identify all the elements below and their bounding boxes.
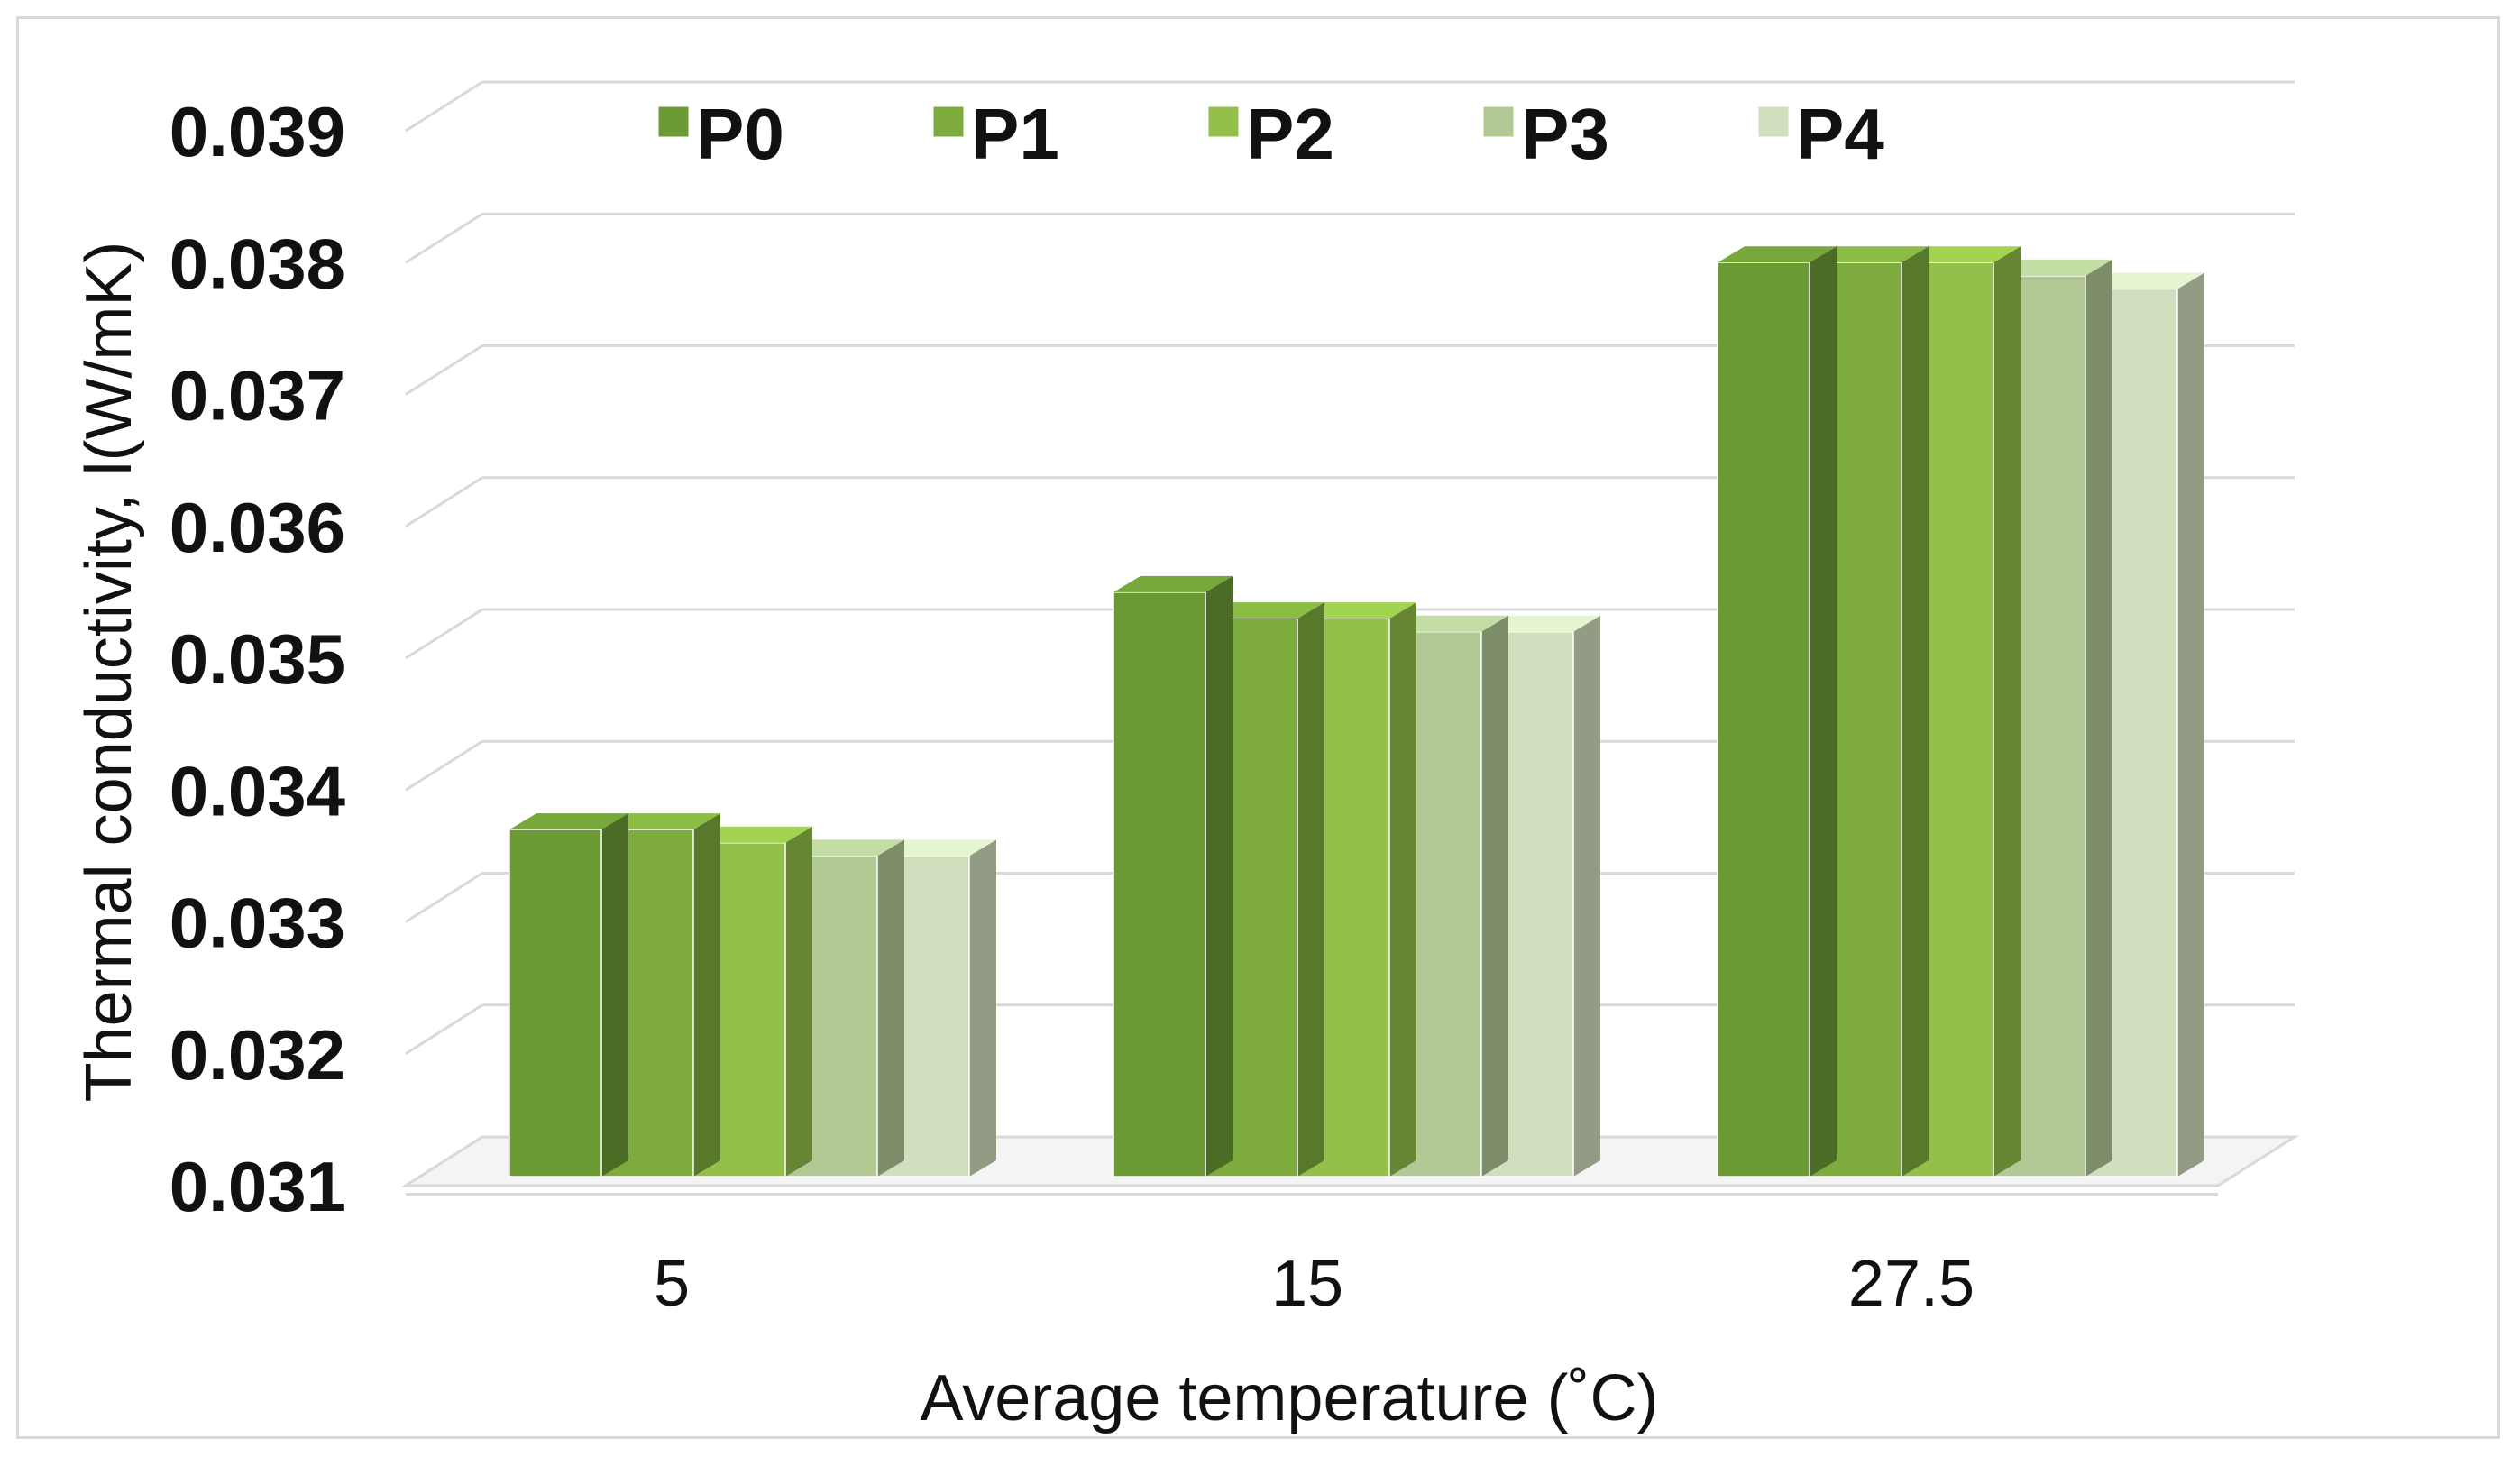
y-tick-label: 0.031 [170, 1147, 345, 1226]
legend-item-P4: P4 [1757, 94, 1884, 174]
bar-top-P4-5 [877, 839, 996, 857]
bar-top-P2-5 [693, 826, 812, 843]
bar-top-P1-5 [601, 813, 720, 830]
y-tick-label: 0.034 [170, 751, 345, 830]
bar-side-P3-5 [877, 839, 904, 1177]
bar-P0-15 [1113, 591, 1206, 1178]
bar-top-P3-27.5 [1993, 259, 2112, 276]
gridline-side [405, 1003, 483, 1056]
bar-top-P0-27.5 [1718, 246, 1837, 263]
bar-top-P1-15 [1205, 602, 1324, 619]
bar-top-P2-27.5 [1901, 246, 2021, 263]
bar-top-P4-15 [1481, 615, 1600, 632]
bar-top-P3-5 [785, 839, 904, 857]
bars [509, 246, 2204, 1178]
legend-label-P1: P1 [971, 94, 1059, 174]
y-tick-label: 0.032 [170, 1015, 345, 1095]
gridline-side [405, 608, 483, 660]
bar-side-P1-15 [1297, 602, 1324, 1177]
gridline-side [405, 739, 483, 792]
bar-side-P2-5 [785, 826, 812, 1177]
bar-side-P2-27.5 [1993, 246, 2021, 1177]
y-tick-label: 0.033 [170, 884, 345, 963]
x-axis-ticks: 5 15 27.5 [654, 1248, 1975, 1320]
bar-top-P2-15 [1297, 602, 1416, 619]
y-tick-label: 0.039 [170, 92, 345, 171]
x-tick-label: 15 [1271, 1248, 1343, 1320]
legend-item-P2: P2 [1207, 94, 1334, 174]
y-tick-label: 0.038 [170, 224, 345, 303]
bar-side-P0-5 [601, 813, 628, 1177]
y-axis-ticks: 0.031 0.032 0.033 0.034 0.035 0.036 0.037 0.038… [170, 92, 345, 1226]
bar-side-P3-27.5 [2085, 259, 2112, 1177]
y-tick-label: 0.037 [170, 356, 345, 435]
bar-side-P3-15 [1481, 615, 1508, 1177]
gridline-side [405, 344, 483, 396]
legend-label-P4: P4 [1796, 94, 1884, 174]
bar-top-P4-27.5 [2085, 272, 2204, 289]
legend-item-P1: P1 [932, 94, 1059, 174]
legend-swatch-P1 [932, 105, 965, 138]
gridline-side [405, 476, 483, 528]
bar-top-P0-15 [1113, 575, 1233, 592]
bar-side-P4-15 [1573, 615, 1600, 1177]
legend-item-P3: P3 [1482, 94, 1609, 174]
legend-item-P0: P0 [657, 94, 784, 174]
x-axis-title: Average temperature (˚C) [921, 1362, 1659, 1434]
bar-side-P1-27.5 [1901, 246, 1929, 1177]
bar-side-P4-5 [969, 839, 996, 1177]
bar-top-P3-15 [1389, 615, 1508, 632]
gridline-side [405, 80, 483, 133]
legend: P0 P1 P2 P3 P4 [657, 94, 1884, 174]
y-tick-label: 0.035 [170, 619, 345, 699]
y-tick-label: 0.036 [170, 488, 345, 567]
legend-swatch-P2 [1207, 105, 1240, 138]
bar-side-P4-27.5 [2177, 272, 2204, 1177]
bar-side-P1-5 [693, 813, 720, 1177]
legend-swatch-P3 [1482, 105, 1515, 138]
legend-label-P2: P2 [1246, 94, 1334, 174]
bar-P0-27.5 [1717, 261, 1810, 1178]
bar-P0-5 [509, 829, 602, 1178]
gridline-side [405, 212, 483, 264]
bar-top-P1-27.5 [1810, 246, 1929, 263]
gridline-side [405, 872, 483, 923]
bar-side-P0-27.5 [1810, 246, 1837, 1177]
x-tick-label: 27.5 [1848, 1248, 1975, 1320]
legend-swatch-P0 [657, 105, 690, 138]
legend-label-P3: P3 [1521, 94, 1609, 174]
legend-label-P0: P0 [696, 94, 784, 174]
y-axis-title: Thermal conductivity, l(W/mK) [73, 242, 145, 1103]
bar-side-P2-15 [1389, 602, 1416, 1177]
legend-swatch-P4 [1757, 105, 1790, 138]
x-tick-label: 5 [654, 1248, 690, 1320]
bar-top-P0-5 [509, 813, 628, 830]
bar-side-P0-15 [1205, 575, 1233, 1177]
